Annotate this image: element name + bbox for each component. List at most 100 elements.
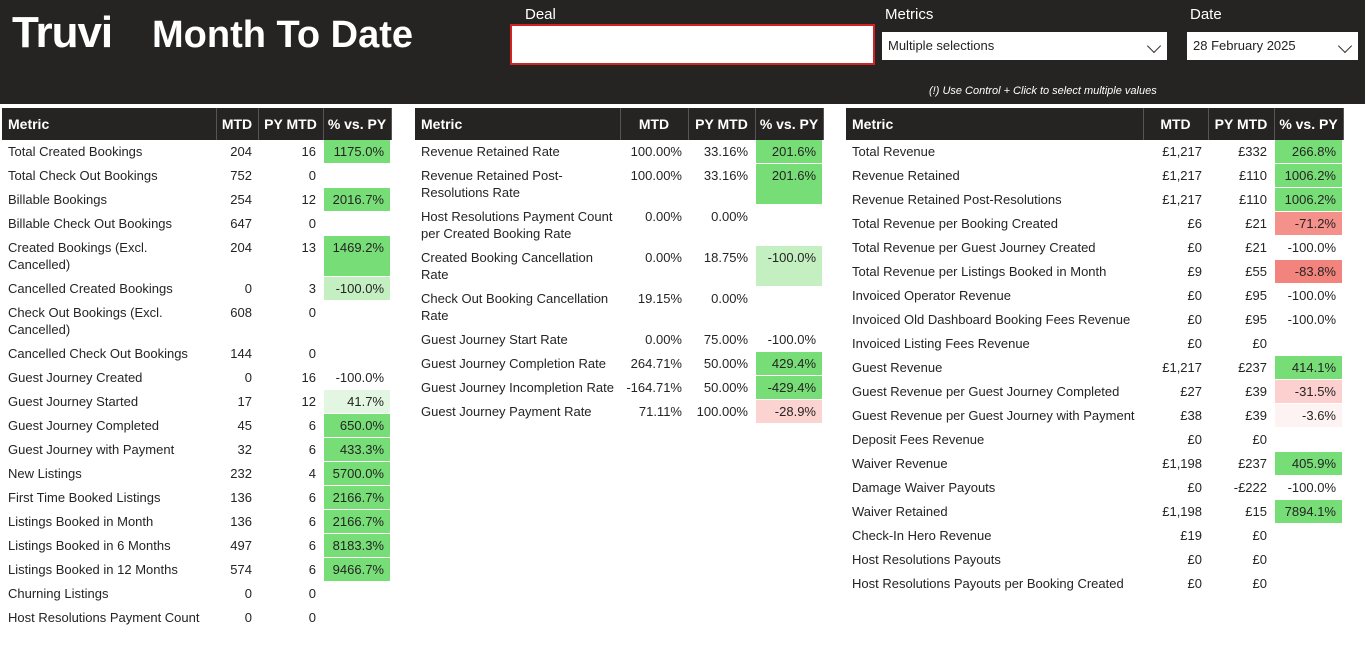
table-row: Guest Journey Start Rate 0.00% 75.00% -100.…: [415, 327, 824, 352]
metric-value: £0: [1208, 331, 1274, 356]
dropdown-value: 28 February 2025: [1193, 38, 1296, 53]
table-row: Total Revenue per Guest Journey Created £…: [846, 235, 1344, 260]
metric-name: Total Revenue per Booking Created: [846, 211, 1143, 236]
metric-value: £19: [1143, 523, 1208, 548]
header-bar: Truvi Month To Date Deal Metrics Multipl…: [0, 0, 1365, 104]
metric-name: Damage Waiver Payouts: [846, 475, 1143, 500]
table-row: Guest Journey Incompletion Rate -164.71% 5…: [415, 375, 824, 400]
column-header: PY MTD: [688, 108, 756, 140]
metric-name: Guest Journey Completed: [2, 413, 216, 438]
metric-value: [322, 300, 392, 342]
table-row: Revenue Retained £1,217 £110 1006.2%: [846, 163, 1344, 188]
metric-value: 201.6%: [754, 163, 824, 205]
metric-value: 0.00%: [688, 286, 755, 328]
table-row: Guest Journey Started 17 12 41.7%: [2, 389, 392, 414]
metric-value: 2166.7%: [322, 509, 392, 534]
metric-value: 6: [258, 509, 323, 534]
table-row: Guest Journey Completion Rate 264.71% 50.0…: [415, 351, 824, 376]
table-row: Billable Check Out Bookings 647 0: [2, 211, 392, 236]
metrics-dropdown[interactable]: Multiple selections: [882, 32, 1167, 60]
deal-input[interactable]: [510, 24, 875, 65]
table-body: Revenue Retained Rate 100.00% 33.16% 201.6%…: [415, 140, 824, 424]
metric-value: 414.1%: [1273, 355, 1344, 380]
metric-value: [1273, 571, 1344, 596]
metric-value: 13: [258, 235, 323, 277]
metric-value: 100.00%: [620, 140, 688, 164]
metric-name: Guest Revenue per Guest Journey Complete…: [846, 379, 1143, 404]
metric-value: [1273, 427, 1344, 452]
column-header: Metric: [415, 108, 621, 140]
metric-name: Total Check Out Bookings: [2, 163, 216, 188]
metric-name: Guest Journey Started: [2, 389, 216, 414]
metric-value: 50.00%: [688, 351, 755, 376]
metric-name: Guest Journey Payment Rate: [415, 399, 620, 424]
metric-name: Created Booking Cancellation Rate: [415, 245, 620, 287]
metric-value: £0: [1143, 307, 1208, 332]
table-row: Guest Revenue per Guest Journey Complete…: [846, 379, 1344, 404]
metric-name: Invoiced Operator Revenue: [846, 283, 1143, 308]
metric-value: £332: [1208, 140, 1274, 164]
metric-value: -100.0%: [322, 276, 392, 301]
header-row: Metric MTD PY MTD% vs. PY: [846, 108, 1344, 140]
metric-value: 136: [216, 485, 258, 510]
table-row: Churning Listings 0 0: [2, 581, 392, 606]
metric-value: 33.16%: [688, 163, 755, 205]
column-header: MTD: [620, 108, 689, 140]
metric-value: -100.0%: [1273, 307, 1344, 332]
table-head: Metric MTD PY MTD% vs. PY: [2, 108, 392, 140]
metric-value: 0: [258, 341, 323, 366]
metric-value: 1175.0%: [322, 140, 392, 164]
metric-value: 201.6%: [754, 140, 824, 164]
chevron: [1146, 38, 1162, 54]
column-header: % vs. PY: [323, 108, 392, 140]
table-row: Guest Journey Payment Rate 71.11% 100.00% -…: [415, 399, 824, 424]
page-title: Month To Date: [152, 14, 414, 56]
metric-value: 232: [216, 461, 258, 486]
table-row: Check Out Booking Cancellation Rate 19.15…: [415, 286, 824, 328]
metric-name: Guest Journey Completion Rate: [415, 351, 620, 376]
metric-name: Host Resolutions Payment Count: [2, 605, 216, 630]
metric-value: £38: [1143, 403, 1208, 428]
metric-value: £0: [1208, 523, 1274, 548]
table-row: Total Revenue per Booking Created £6 £21 -7…: [846, 211, 1344, 236]
date-dropdown[interactable]: 28 February 2025: [1187, 32, 1358, 60]
table-row: Invoiced Old Dashboard Booking Fees Reve…: [846, 307, 1344, 332]
metric-value: 16: [258, 140, 323, 164]
metric-value: 1006.2%: [1273, 163, 1344, 188]
metrics-table: Metric MTD PY MTD% vs. PY Total Revenue £1,2…: [846, 108, 1344, 596]
metric-value: 17: [216, 389, 258, 414]
metric-value: 0: [216, 365, 258, 390]
metric-value: 41.7%: [322, 389, 392, 414]
metric-name: Check-In Hero Revenue: [846, 523, 1143, 548]
table-head: Metric MTD PY MTD% vs. PY: [846, 108, 1344, 140]
metric-value: 2016.7%: [322, 187, 392, 212]
metric-value: 144: [216, 341, 258, 366]
metric-name: Listings Booked in Month: [2, 509, 216, 534]
metric-name: Waiver Retained: [846, 499, 1143, 524]
metric-value: £0: [1143, 571, 1208, 596]
table-row: Revenue Retained Rate 100.00% 33.16% 201.6%: [415, 140, 824, 164]
table-row: Total Revenue per Listings Booked in Mon…: [846, 259, 1344, 284]
metric-name: Deposit Fees Revenue: [846, 427, 1143, 452]
metric-value: -164.71%: [620, 375, 688, 400]
metric-value: 0.00%: [688, 204, 755, 246]
metric-value: 0.00%: [620, 245, 688, 287]
metric-name: Guest Revenue: [846, 355, 1143, 380]
table-row: Listings Booked in Month 136 6 2166.7%: [2, 509, 392, 534]
metric-value: £95: [1208, 307, 1274, 332]
table-row: Damage Waiver Payouts £0 -£222 -100.0%: [846, 475, 1344, 500]
metric-value: [322, 581, 392, 606]
filter-label: Deal: [525, 6, 556, 23]
metric-name: Guest Journey Incompletion Rate: [415, 375, 620, 400]
table-row: Invoiced Listing Fees Revenue £0 £0: [846, 331, 1344, 356]
table-row: Listings Booked in 6 Months 497 6 8183.3%: [2, 533, 392, 558]
metric-value: 429.4%: [754, 351, 824, 376]
table-row: Guest Revenue per Guest Journey with Pay…: [846, 403, 1344, 428]
metric-value: 433.3%: [322, 437, 392, 462]
metric-value: -£222: [1208, 475, 1274, 500]
metric-name: Billable Bookings: [2, 187, 216, 212]
metric-value: £237: [1208, 355, 1274, 380]
metric-name: Invoiced Listing Fees Revenue: [846, 331, 1143, 356]
table-body: Total Created Bookings 204 16 1175.0% Total …: [2, 140, 392, 630]
